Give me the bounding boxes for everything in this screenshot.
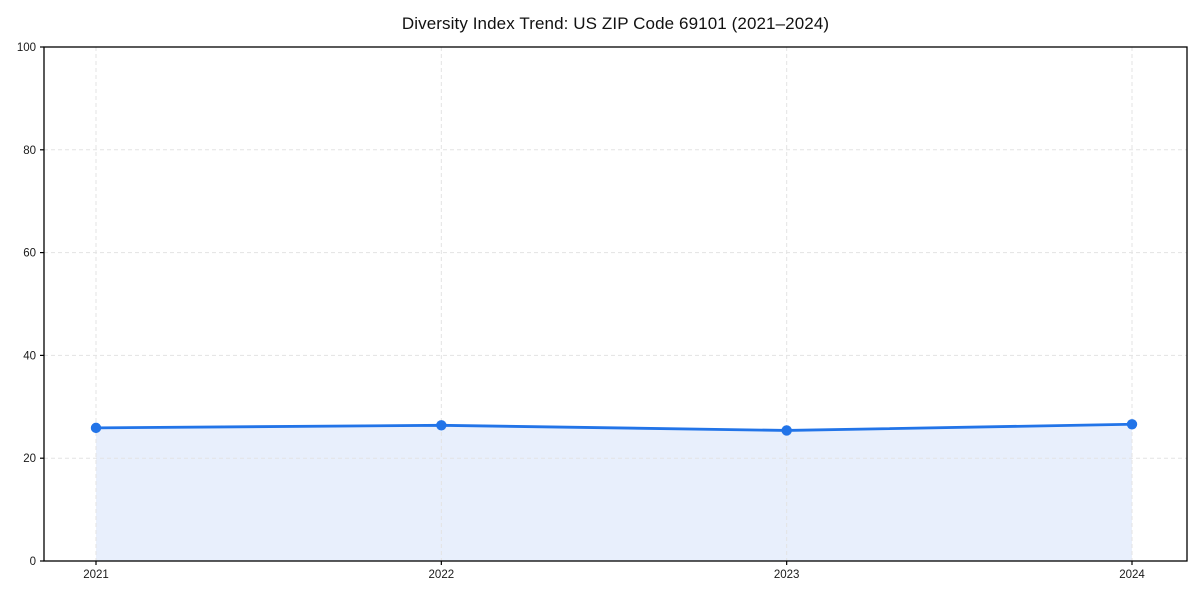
y-tick-label: 0	[30, 556, 36, 568]
data-point-marker	[90, 422, 102, 434]
y-tick-label: 60	[23, 248, 36, 260]
x-tick-label: 2024	[1119, 569, 1145, 581]
trend-line	[94, 422, 1134, 432]
chart-title: Diversity Index Trend: US ZIP Code 69101…	[401, 14, 830, 33]
y-tick-label: 80	[23, 145, 36, 157]
data-point-marker	[436, 420, 447, 431]
area-fill	[96, 424, 1132, 561]
data-point-marker	[1126, 419, 1138, 430]
data-point-marker	[781, 425, 792, 436]
plot-border	[43, 46, 1188, 562]
x-tick-label: 2023	[774, 569, 800, 581]
data-points	[90, 419, 1138, 436]
y-tick-label: 40	[23, 350, 36, 362]
x-tick-label: 2022	[429, 569, 455, 581]
ticks	[40, 46, 1133, 565]
tick-labels: 0 20 40 60 80 100 2021 2022 2023 2024	[17, 42, 1146, 581]
x-tick-label: 2021	[83, 569, 109, 581]
y-tick-label: 100	[17, 42, 36, 54]
y-tick-label: 20	[23, 453, 36, 465]
